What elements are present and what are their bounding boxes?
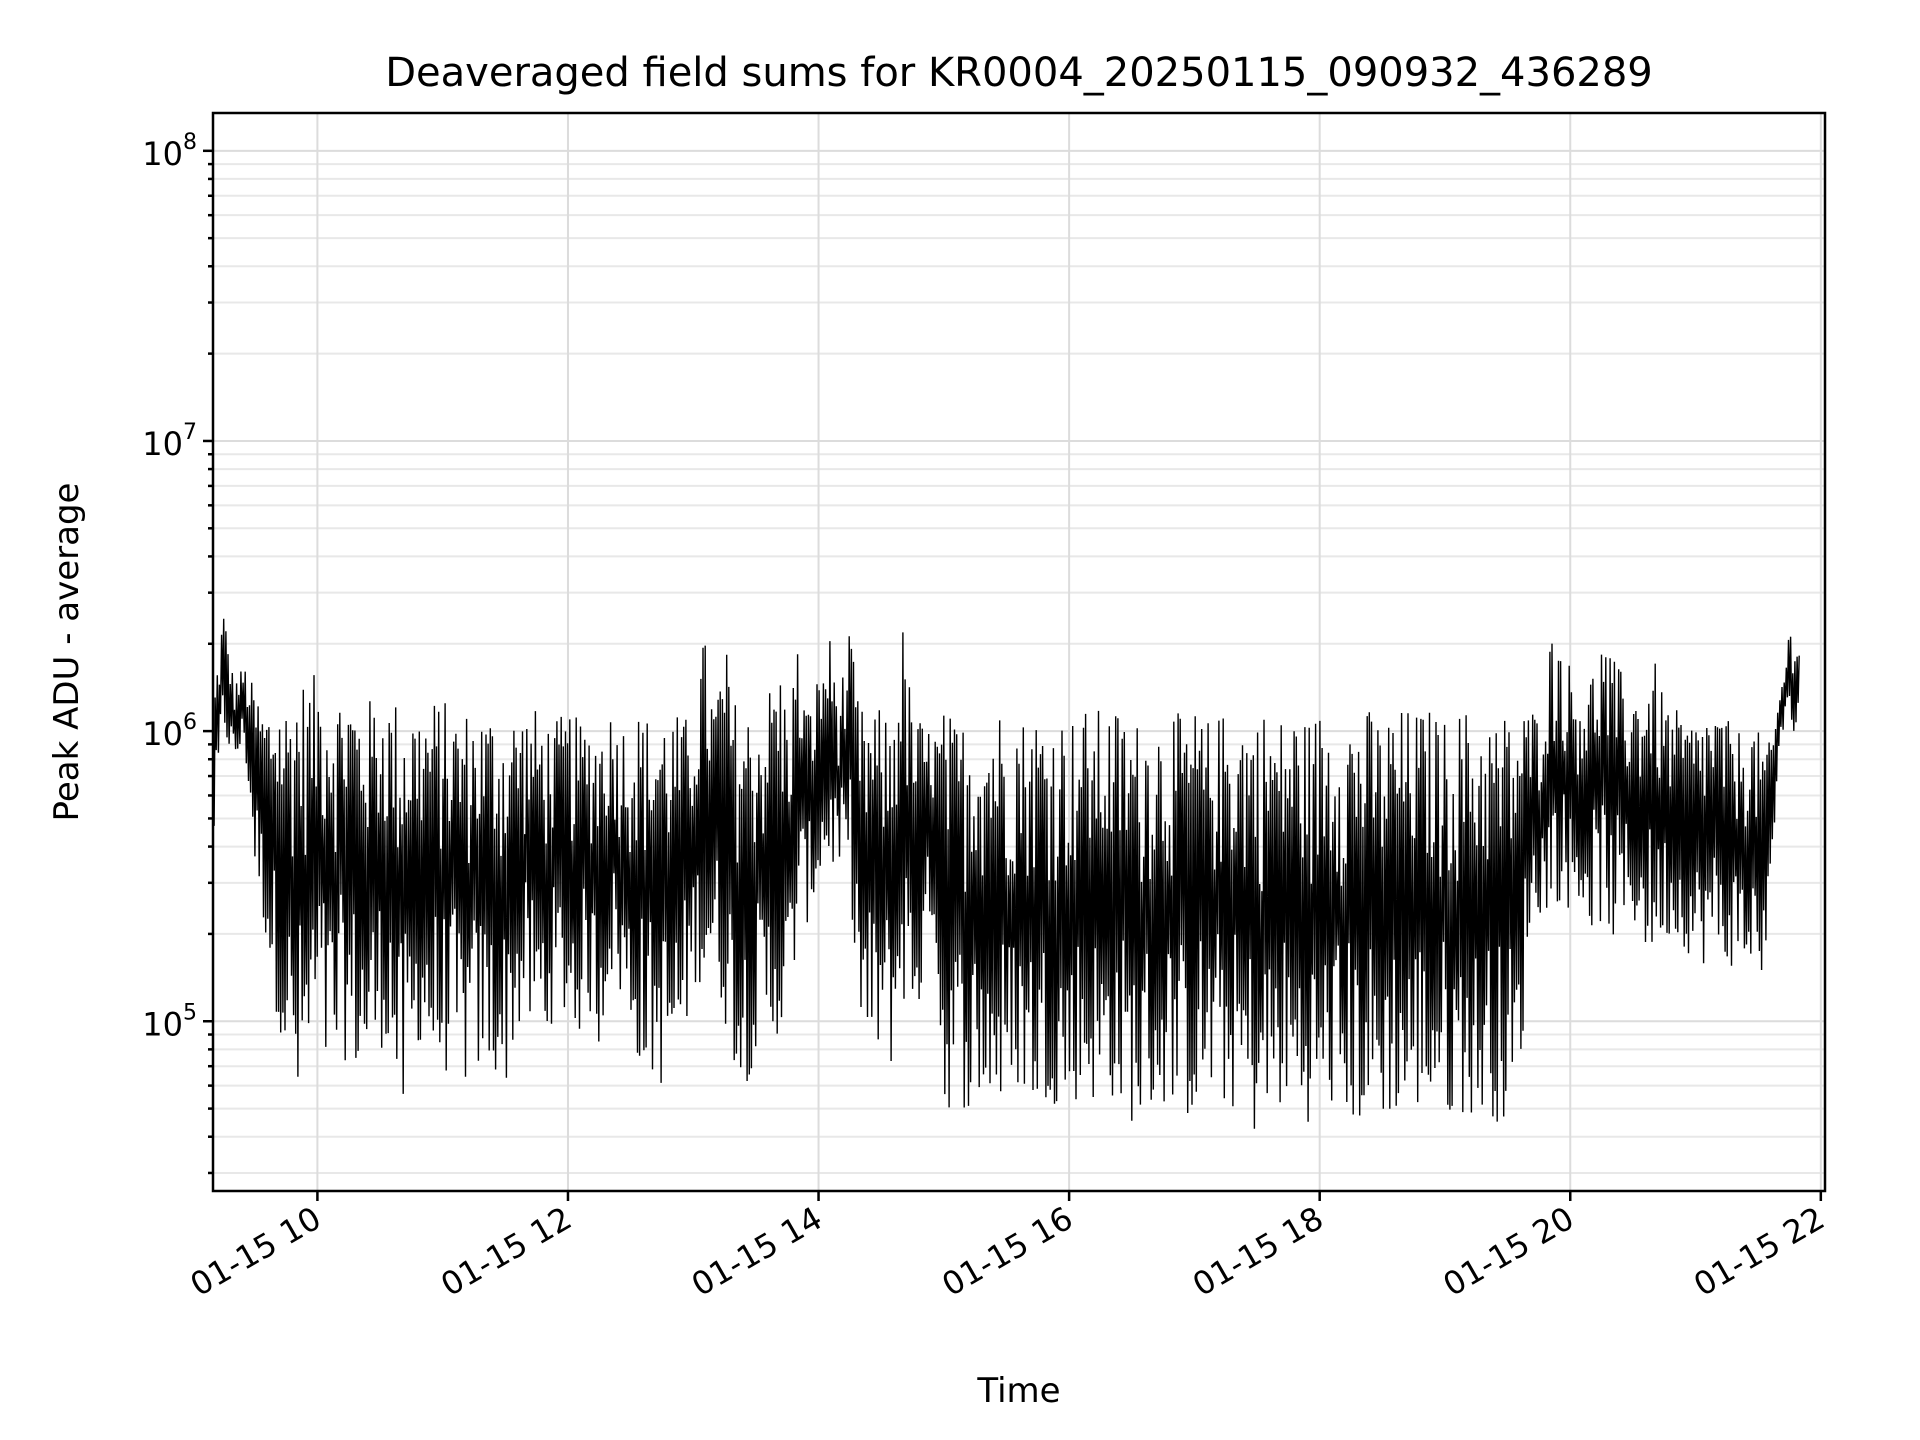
y-tick-exponent: 6 (183, 710, 197, 735)
y-axis-label: Peak ADU - average (47, 483, 87, 822)
y-tick-base: 10 (142, 1005, 183, 1043)
y-tick-label: 107 (142, 420, 197, 463)
y-tick-exponent: 5 (183, 1000, 197, 1025)
x-axis-label: Time (976, 1371, 1060, 1411)
y-tick-label: 108 (142, 130, 197, 173)
y-tick-exponent: 8 (183, 130, 197, 155)
y-tick-base: 10 (142, 715, 183, 753)
y-tick-exponent: 7 (183, 420, 197, 445)
y-tick-base: 10 (142, 135, 183, 173)
y-tick-label: 105 (142, 1000, 197, 1043)
series-line (212, 618, 1800, 1129)
y-tick-base: 10 (142, 425, 183, 463)
plot-frame (211, 111, 1827, 1193)
chart-title: Deaveraged field sums for KR0004_2025011… (385, 50, 1653, 96)
y-tick-label: 106 (142, 710, 197, 753)
